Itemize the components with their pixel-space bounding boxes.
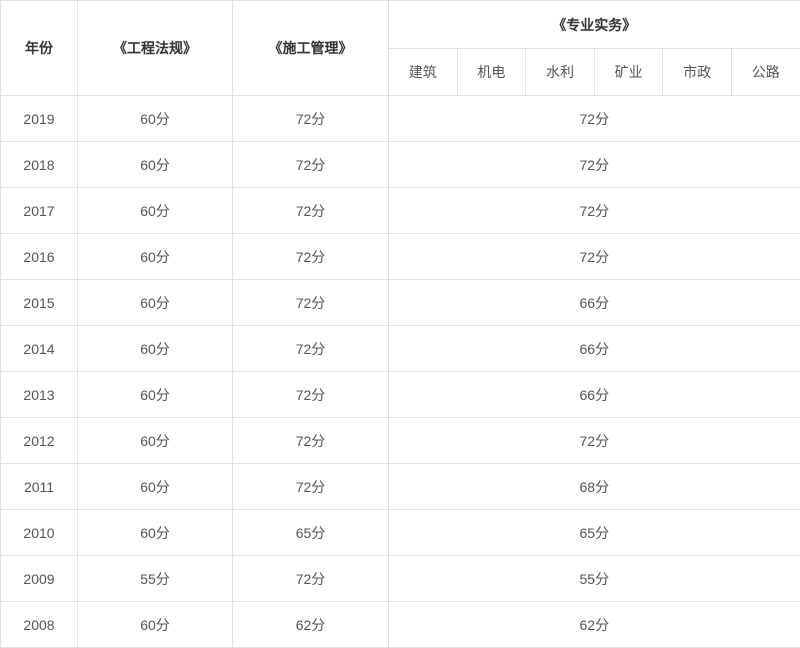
practice-score-cell: 66分 (389, 326, 800, 372)
practice-score-cell: 68分 (389, 464, 800, 510)
year-cell: 2012 (1, 418, 78, 464)
table-row: 2019 60分 72分 72分 (1, 96, 800, 142)
practice-score-cell: 65分 (389, 510, 800, 556)
management-column-header: 《施工管理》 (233, 1, 389, 96)
law-score-cell: 60分 (78, 188, 233, 234)
table-row: 2014 60分 72分 66分 (1, 326, 800, 372)
law-score-cell: 60分 (78, 326, 233, 372)
table-row: 2008 60分 62分 62分 (1, 602, 800, 648)
table-row: 2018 60分 72分 72分 (1, 142, 800, 188)
practice-score-cell: 62分 (389, 602, 800, 648)
practice-column-header: 《专业实务》 (389, 1, 800, 49)
practice-score-cell: 72分 (389, 234, 800, 280)
practice-score-cell: 55分 (389, 556, 800, 602)
law-column-header: 《工程法规》 (78, 1, 233, 96)
year-cell: 2013 (1, 372, 78, 418)
table-row: 2015 60分 72分 66分 (1, 280, 800, 326)
law-score-cell: 60分 (78, 96, 233, 142)
management-score-cell: 72分 (233, 372, 389, 418)
law-score-cell: 60分 (78, 602, 233, 648)
management-score-cell: 72分 (233, 556, 389, 602)
year-cell: 2010 (1, 510, 78, 556)
management-score-cell: 72分 (233, 464, 389, 510)
law-score-cell: 60分 (78, 418, 233, 464)
year-cell: 2015 (1, 280, 78, 326)
management-score-cell: 72分 (233, 96, 389, 142)
law-score-cell: 60分 (78, 280, 233, 326)
law-score-cell: 55分 (78, 556, 233, 602)
management-score-cell: 72分 (233, 142, 389, 188)
table-header: 年份 《工程法规》 《施工管理》 《专业实务》 建筑 机电 水利 矿业 市政 公… (1, 1, 800, 96)
practice-sub-header-water: 水利 (526, 49, 595, 96)
table-row: 2010 60分 65分 65分 (1, 510, 800, 556)
table-row: 2017 60分 72分 72分 (1, 188, 800, 234)
law-score-cell: 60分 (78, 372, 233, 418)
practice-sub-header-mechanical: 机电 (457, 49, 526, 96)
law-score-cell: 60分 (78, 234, 233, 280)
practice-score-cell: 72分 (389, 142, 800, 188)
year-cell: 2017 (1, 188, 78, 234)
year-cell: 2018 (1, 142, 78, 188)
practice-score-cell: 72分 (389, 96, 800, 142)
law-score-cell: 60分 (78, 510, 233, 556)
management-score-cell: 72分 (233, 234, 389, 280)
management-score-cell: 72分 (233, 326, 389, 372)
management-score-cell: 72分 (233, 418, 389, 464)
header-row-main: 年份 《工程法规》 《施工管理》 《专业实务》 (1, 1, 800, 49)
table-row: 2012 60分 72分 72分 (1, 418, 800, 464)
table-row: 2016 60分 72分 72分 (1, 234, 800, 280)
practice-sub-header-highway: 公路 (731, 49, 800, 96)
year-cell: 2008 (1, 602, 78, 648)
practice-score-cell: 72分 (389, 188, 800, 234)
law-score-cell: 60分 (78, 464, 233, 510)
management-score-cell: 72分 (233, 188, 389, 234)
law-score-cell: 60分 (78, 142, 233, 188)
year-cell: 2019 (1, 96, 78, 142)
management-score-cell: 62分 (233, 602, 389, 648)
practice-score-cell: 72分 (389, 418, 800, 464)
year-cell: 2014 (1, 326, 78, 372)
table-row: 2011 60分 72分 68分 (1, 464, 800, 510)
year-cell: 2009 (1, 556, 78, 602)
practice-sub-header-mining: 矿业 (594, 49, 663, 96)
year-column-header: 年份 (1, 1, 78, 96)
year-cell: 2016 (1, 234, 78, 280)
management-score-cell: 65分 (233, 510, 389, 556)
practice-score-cell: 66分 (389, 280, 800, 326)
management-score-cell: 72分 (233, 280, 389, 326)
table-row: 2009 55分 72分 55分 (1, 556, 800, 602)
practice-score-cell: 66分 (389, 372, 800, 418)
practice-sub-header-municipal: 市政 (663, 49, 732, 96)
practice-sub-header-architecture: 建筑 (389, 49, 458, 96)
table-row: 2013 60分 72分 66分 (1, 372, 800, 418)
year-cell: 2011 (1, 464, 78, 510)
table-body: 2019 60分 72分 72分 2018 60分 72分 72分 2017 6… (1, 96, 800, 648)
